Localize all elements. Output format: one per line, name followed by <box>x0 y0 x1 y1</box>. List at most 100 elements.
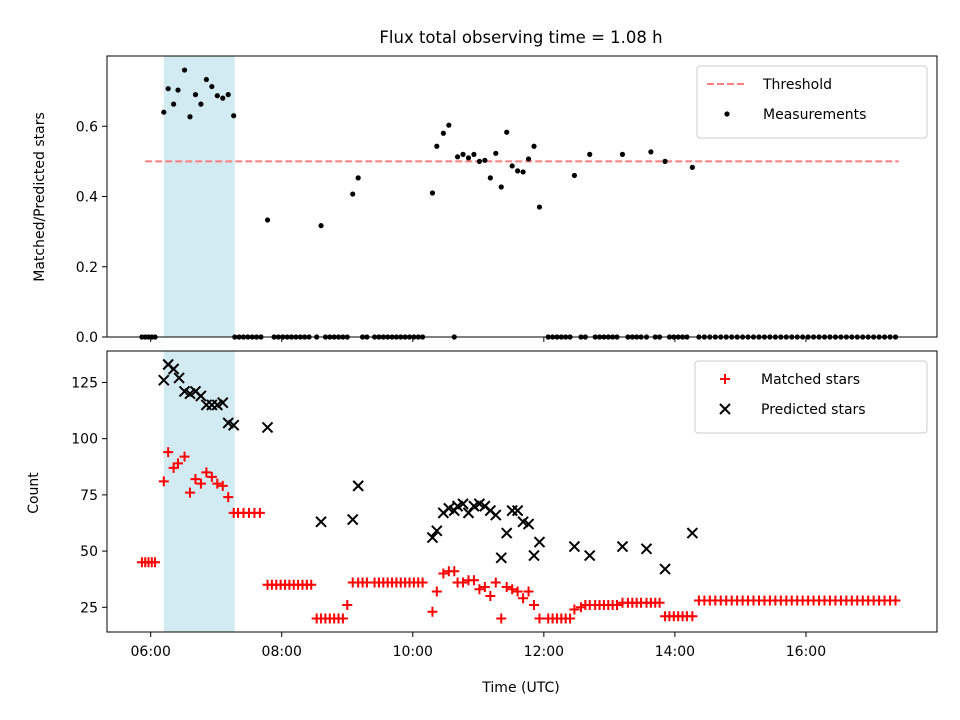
predicted-marker <box>585 551 595 561</box>
data-point <box>356 175 361 180</box>
data-point <box>493 151 498 156</box>
data-point <box>434 144 439 149</box>
matched-marker <box>474 584 484 594</box>
data-point <box>187 114 192 119</box>
data-point <box>690 165 695 170</box>
data-point <box>477 159 482 164</box>
predicted-marker <box>513 506 523 516</box>
matched-marker <box>891 596 901 606</box>
matched-marker <box>438 569 448 579</box>
data-point <box>175 87 180 92</box>
predicted-marker <box>529 551 539 561</box>
y-tick-label: 0.0 <box>76 330 98 346</box>
data-point <box>350 191 355 196</box>
matched-marker <box>427 607 437 617</box>
data-point <box>488 175 493 180</box>
data-point <box>504 130 509 135</box>
y-tick-label: 75 <box>80 488 98 504</box>
figure: Flux total observing time = 1.08 h 0.00.… <box>0 0 960 720</box>
legend: Matched stars Predicted stars <box>695 361 927 433</box>
x-tick-label: 10:00 <box>393 644 433 660</box>
x-tick-label: 14:00 <box>655 644 695 660</box>
data-point <box>231 113 236 118</box>
data-point <box>161 110 166 115</box>
predicted-marker <box>348 515 358 525</box>
y-tick-label: 50 <box>80 544 98 560</box>
bottom-y-axis-label: Count <box>26 472 42 514</box>
matched-marker <box>507 584 517 594</box>
data-point <box>209 84 214 89</box>
matched-marker <box>518 593 528 603</box>
matched-marker <box>569 605 579 615</box>
matched-marker <box>485 591 495 601</box>
matched-marker <box>496 614 506 624</box>
matched-marker <box>480 582 490 592</box>
legend-measurement-swatch <box>724 111 729 116</box>
predicted-marker <box>569 542 579 552</box>
data-point <box>198 102 203 107</box>
data-point <box>526 156 531 161</box>
y-tick-label: 25 <box>80 600 98 616</box>
data-point <box>460 152 465 157</box>
y-tick-label: 0.4 <box>76 190 98 206</box>
predicted-marker <box>496 553 506 563</box>
data-point <box>171 102 176 107</box>
data-point <box>318 223 323 228</box>
matched-marker <box>524 587 534 597</box>
data-point <box>215 93 220 98</box>
x-tick-label: 12:00 <box>524 644 564 660</box>
series-matched-stars <box>137 447 901 623</box>
x-tick-label: 16:00 <box>786 644 826 660</box>
data-point <box>572 173 577 178</box>
y-tick-label: 0.2 <box>76 260 98 276</box>
data-point <box>662 159 667 164</box>
y-tick-label: 100 <box>71 432 98 448</box>
data-point <box>531 144 536 149</box>
data-point <box>204 77 209 82</box>
matched-marker <box>255 508 265 518</box>
data-point <box>510 163 515 168</box>
legend-label: Measurements <box>763 107 866 123</box>
chart-title: Flux total observing time = 1.08 h <box>379 28 662 47</box>
data-point <box>499 184 504 189</box>
matched-marker <box>534 614 544 624</box>
y-tick-label: 0.6 <box>76 119 98 135</box>
matched-marker <box>469 575 479 585</box>
predicted-marker <box>507 506 517 516</box>
x-axis-label: Time (UTC) <box>481 680 559 696</box>
predicted-marker <box>353 481 363 491</box>
predicted-marker <box>687 528 697 538</box>
data-point <box>648 149 653 154</box>
data-point <box>441 131 446 136</box>
legend-label: Predicted stars <box>761 402 866 418</box>
data-point <box>182 67 187 72</box>
data-point <box>466 155 471 160</box>
data-point <box>446 123 451 128</box>
matched-marker <box>491 578 501 588</box>
predicted-marker <box>617 542 627 552</box>
data-point <box>520 169 525 174</box>
matched-marker <box>687 611 697 621</box>
bottom-panel-counts: 25 50 75 100 125 06:00 08:00 10:00 12:00 14:00 16:… <box>71 351 937 660</box>
data-point <box>193 92 198 97</box>
data-point <box>430 190 435 195</box>
data-point <box>226 92 231 97</box>
data-point <box>471 152 476 157</box>
predicted-marker <box>534 537 544 547</box>
data-point <box>482 158 487 163</box>
x-tick-label: 06:00 <box>131 644 171 660</box>
predicted-marker <box>502 528 512 538</box>
legend-label: Matched stars <box>761 372 860 388</box>
data-point <box>515 168 520 173</box>
matched-marker <box>432 587 442 597</box>
top-panel-matched-ratio: 0.0 0.2 0.4 0.6 Threshold Measurements <box>76 56 937 346</box>
data-point <box>166 86 171 91</box>
predicted-marker <box>491 510 501 520</box>
series-predicted-stars <box>159 359 698 574</box>
legend-label: Threshold <box>762 77 832 93</box>
data-point <box>587 152 592 157</box>
predicted-marker <box>660 564 670 574</box>
predicted-marker <box>316 517 326 527</box>
x-tick-label: 08:00 <box>262 644 302 660</box>
matched-marker <box>458 578 468 588</box>
